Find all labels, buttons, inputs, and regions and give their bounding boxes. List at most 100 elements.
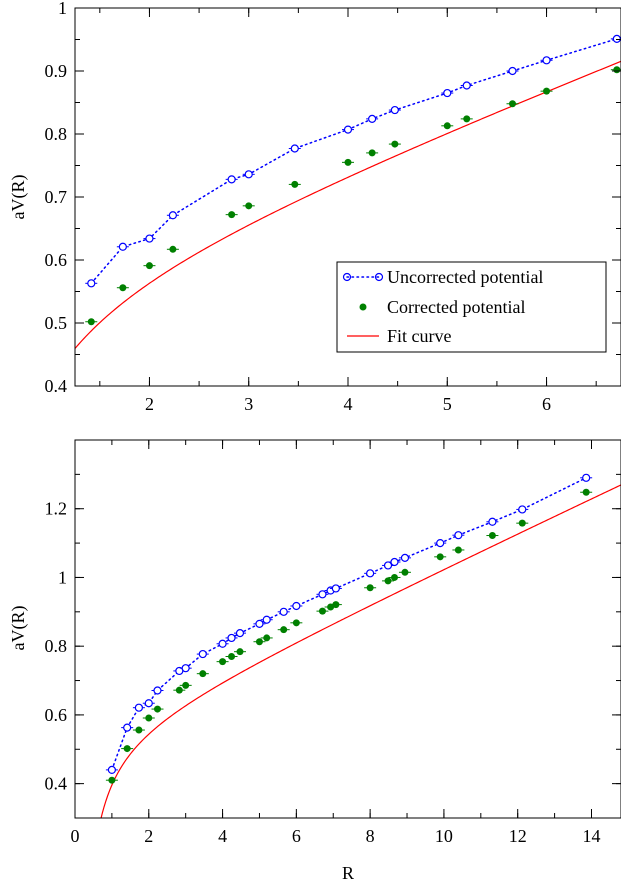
bottom-corrected-point [179, 681, 192, 689]
bottom-corrected-point [142, 714, 155, 722]
top-uncorrected-point [441, 88, 454, 98]
bottom-uncorrected-point [132, 703, 145, 712]
legend-entry-corrected: Corrected potential [359, 297, 525, 317]
bottom-corrected-point [329, 601, 342, 609]
top-corrected-point [540, 87, 553, 95]
bottom-y-tick-label: 1 [58, 567, 67, 587]
bottom-corrected-point [382, 577, 395, 585]
top-uncorrected-point [388, 105, 401, 115]
top-corrected-point [225, 211, 238, 219]
bottom-x-tick-label: 14 [582, 826, 600, 846]
bottom-uncorrected-point [105, 765, 118, 774]
bottom-y-tick-label: 0.6 [45, 705, 68, 725]
top-panel: 2 3 4 5 6 0.4 0.5 0.6 0.7 0.8 0.9 1 aV(R) Uncorrect… [8, 0, 621, 414]
top-corrected-point [441, 122, 454, 130]
bottom-uncorrected-point [382, 561, 395, 570]
bottom-corrected-point [398, 568, 411, 576]
top-corrected-point [506, 100, 519, 108]
bottom-uncorrected-point [260, 615, 273, 624]
bottom-uncorrected-point [329, 584, 342, 593]
legend-box [336, 261, 607, 353]
top-x-tick-label: 5 [443, 394, 452, 414]
bottom-corrected-point [233, 648, 246, 656]
bottom-corrected-point [173, 686, 186, 694]
top-corrected-point [166, 245, 179, 253]
bottom-x-tick-label: 0 [71, 826, 80, 846]
top-uncorrected-point [143, 234, 156, 243]
top-x-tick-label: 4 [344, 394, 353, 414]
bottom-corrected-point [132, 726, 145, 734]
bottom-corrected-point [364, 584, 377, 592]
bottom-uncorrected-point [486, 517, 499, 526]
legend-entry-uncorrected: Uncorrected potential [342, 267, 543, 287]
top-corrected-point [242, 202, 255, 210]
bottom-y-tick-label: 0.4 [45, 774, 68, 794]
bottom-uncorrected-point [179, 664, 192, 673]
bottom-uncorrected-point [290, 601, 303, 611]
top-corrected-point [288, 180, 301, 188]
bottom-panel: 0 2 4 6 8 10 12 14 0.4 0.6 0.8 1 1.2 aV(R) R [8, 439, 621, 883]
bottom-uncorrected-point [398, 553, 411, 562]
top-corrected-point [366, 149, 379, 157]
legend-label-corrected: Corrected potential [387, 297, 525, 317]
bottom-uncorrected-point [277, 607, 290, 616]
top-y-tick-label: 0.5 [45, 313, 68, 333]
bottom-corrected-point [151, 705, 164, 713]
bottom-corrected-point [316, 607, 329, 615]
top-corrected-point [460, 115, 473, 123]
top-x-tick-label: 2 [145, 394, 154, 414]
bottom-uncorrected-point [196, 649, 209, 659]
bottom-uncorrected-point [216, 639, 229, 648]
bottom-uncorrected-point [364, 569, 377, 578]
top-y-axis-title: aV(R) [8, 175, 29, 220]
bottom-corrected-point [486, 532, 499, 540]
top-uncorrected-point [242, 170, 255, 179]
bottom-corrected-point [225, 652, 238, 660]
top-uncorrected-point [225, 175, 238, 184]
bottom-corrected-point [388, 573, 401, 581]
top-fit-curve [75, 60, 621, 349]
top-uncorrected-point [85, 279, 98, 288]
bottom-uncorrected-point [151, 686, 164, 695]
top-corrected-point [143, 262, 156, 270]
top-x-tick-label: 6 [542, 394, 551, 414]
bottom-uncorrected-point [580, 473, 593, 482]
bottom-corrected-point [196, 670, 209, 678]
top-corrected-point [388, 140, 401, 148]
bottom-corrected-point [121, 745, 134, 753]
bottom-x-tick-label: 2 [144, 826, 153, 846]
bottom-corrected-point [434, 553, 447, 561]
bottom-x-tick-label: 10 [435, 826, 453, 846]
legend-label-uncorrected: Uncorrected potential [387, 267, 543, 287]
top-y-tick-label: 1 [58, 0, 67, 18]
top-uncorrected-point [506, 66, 519, 76]
bottom-uncorrected-point [316, 590, 329, 599]
top-corrected-point [85, 318, 98, 326]
top-y-tick-label: 0.4 [45, 376, 68, 396]
top-uncorrected-point [116, 242, 129, 251]
top-y-tick-label: 0.8 [45, 124, 68, 144]
top-corrected-point [342, 158, 354, 166]
bottom-uncorrected-line [111, 477, 587, 771]
bottom-corrected-point [580, 488, 593, 496]
top-corrected-point [610, 66, 621, 74]
top-uncorrected-point [366, 114, 379, 123]
bottom-uncorrected-point [233, 629, 246, 638]
bottom-uncorrected-point [452, 531, 465, 540]
bottom-corrected-point [452, 546, 465, 554]
bottom-uncorrected-point [434, 538, 447, 548]
top-corrected-point [116, 284, 129, 292]
bottom-corrected-point [516, 519, 529, 527]
top-uncorrected-point [342, 125, 354, 134]
bottom-corrected-point [290, 619, 303, 627]
bottom-x-tick-label: 4 [218, 826, 227, 846]
top-uncorrected-line [90, 38, 618, 285]
bottom-corrected-point [216, 658, 229, 666]
bottom-y-axis-title: aV(R) [8, 606, 29, 651]
top-uncorrected-point [610, 34, 621, 43]
bottom-x-tick-label: 8 [366, 826, 375, 846]
bottom-corrected-point [277, 626, 290, 634]
bottom-corrected-point [105, 776, 118, 784]
bottom-x-axis-title: R [342, 863, 354, 883]
